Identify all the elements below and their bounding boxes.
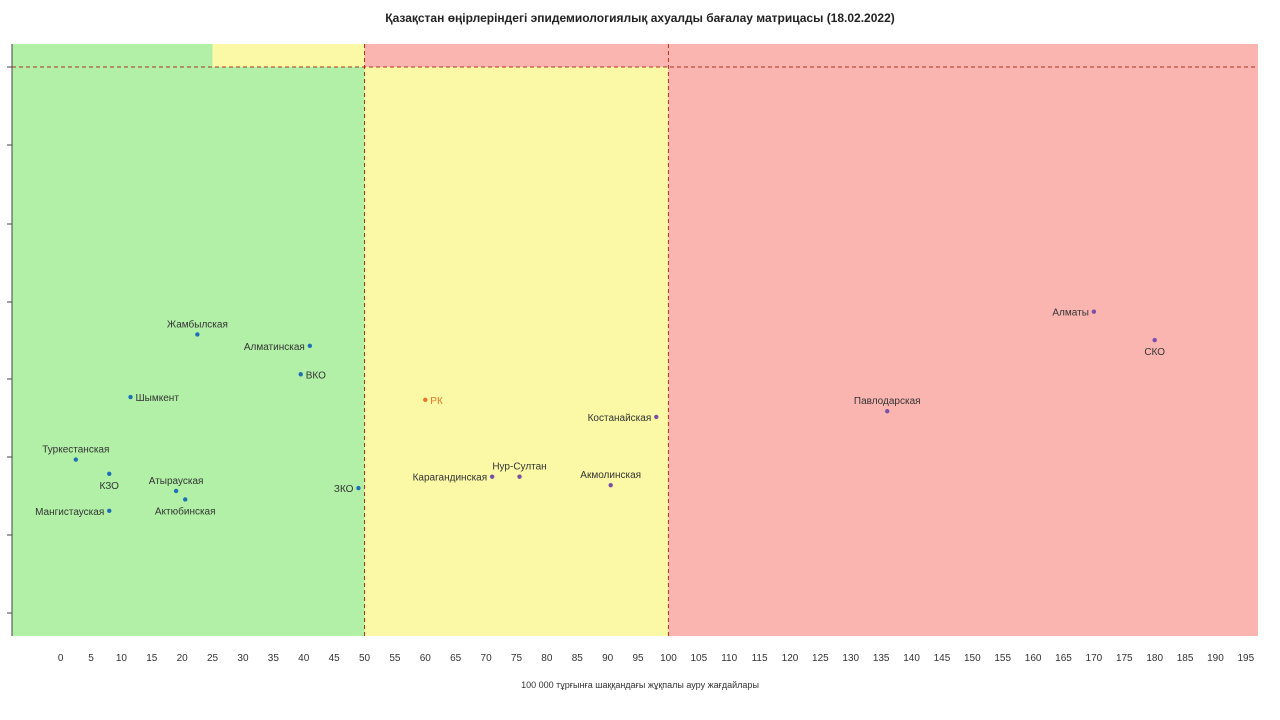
x-tick-label: 140 (903, 653, 920, 664)
x-tick-label: 40 (298, 653, 310, 664)
x-tick-label: 30 (237, 653, 249, 664)
x-tick-label: 100 (660, 653, 677, 664)
x-tick-label: 45 (329, 653, 341, 664)
data-point (423, 397, 428, 403)
x-tick-label: 90 (602, 653, 614, 664)
data-point (654, 414, 659, 420)
data-point (173, 488, 179, 494)
x-tick-label: 145 (934, 653, 951, 664)
x-tick-label: 170 (1086, 653, 1103, 664)
point-label: ВКО (306, 370, 326, 381)
threshold-lines (12, 44, 1258, 636)
data-point (107, 471, 112, 477)
x-tick-label: 65 (450, 653, 462, 664)
data-point (885, 409, 890, 414)
data-point (1152, 337, 1157, 343)
data-point (489, 474, 495, 479)
point-label: Атырауская (149, 476, 204, 487)
data-point (107, 508, 112, 514)
x-tick-label: 85 (572, 653, 584, 664)
x-tick-label: 20 (177, 653, 189, 664)
data-point (128, 394, 133, 400)
point-label: ЗКО (334, 484, 354, 495)
chart-title: Қазақстан өңірлеріндегі эпидемиологиялық… (385, 11, 895, 25)
x-tick-label: 25 (207, 653, 219, 664)
zones-layer (12, 44, 1258, 636)
data-point (298, 372, 303, 377)
zone-green (12, 67, 365, 636)
x-tick-label: 60 (420, 653, 432, 664)
x-tick-label: 70 (481, 653, 493, 664)
data-point (1091, 309, 1097, 314)
data-point (608, 483, 613, 488)
x-tick-label: 10 (116, 653, 128, 664)
point-label: Шымкент (136, 393, 180, 404)
x-tick-label: 195 (1238, 653, 1255, 664)
point-label: Жамбылская (167, 318, 228, 330)
point-label: КЗО (100, 481, 120, 492)
point-label: Актюбинская (155, 505, 216, 517)
x-tick-label: 130 (842, 653, 859, 664)
x-tick-label: 105 (690, 653, 707, 664)
zone-red (668, 67, 1258, 636)
x-tick-label: 165 (1055, 653, 1072, 664)
top-band-segment (364, 44, 1258, 67)
x-tick-label: 160 (1025, 653, 1042, 664)
point-label: Мангистауская (35, 507, 104, 518)
x-tick-label: 115 (752, 653, 768, 664)
x-tick-label: 180 (1146, 653, 1163, 664)
data-point (307, 343, 313, 349)
x-tick-label: 135 (873, 653, 890, 664)
points-layer: Жамбылская Алматинская ВКО Шымкент Туркестан… (35, 308, 1165, 518)
x-tick-label: 155 (994, 653, 1011, 664)
x-tick-label: 75 (511, 653, 523, 664)
point-label: Алматы (1052, 308, 1089, 319)
top-band-segment (212, 44, 365, 67)
point-label: Туркестанская (42, 445, 109, 456)
axes: 0 5 10 15 20 25 30 35 40 45 50 55 60 65 70 75 80 85 90 95 10… (7, 44, 1255, 664)
x-axis-label: 100 000 тұрғынға шаққандағы жұқпалы ауру… (521, 680, 759, 690)
point-label: РК (430, 396, 443, 407)
point-label: Акмолинская (580, 470, 641, 481)
zone-yellow (364, 67, 669, 636)
x-tick-label: 15 (146, 653, 158, 664)
x-tick-label: 150 (964, 653, 981, 664)
data-point (73, 457, 79, 462)
top-band-segment (12, 44, 213, 67)
data-point (183, 497, 188, 502)
x-tick-label: 5 (88, 653, 94, 664)
point-label: Карагандинская (413, 473, 488, 484)
point-label: Костанайская (588, 413, 652, 424)
x-tick-label: 125 (812, 653, 829, 664)
x-tick-label: 55 (389, 653, 401, 664)
x-tick-label: 185 (1177, 653, 1194, 664)
data-point (517, 474, 522, 479)
x-tick-label: 35 (268, 653, 280, 664)
x-tick-label: 190 (1207, 653, 1224, 664)
data-point (195, 332, 200, 337)
data-point (356, 485, 361, 491)
point-label: Павлодарская (854, 396, 921, 407)
x-tick-label: 120 (782, 653, 799, 664)
point-label: Алматинская (244, 342, 305, 353)
x-tick-label: 95 (632, 653, 644, 664)
x-tick-label: 175 (1116, 653, 1133, 664)
x-tick-label: 80 (541, 653, 553, 664)
x-tick-label: 50 (359, 653, 371, 664)
point-label: Нур-Султан (492, 462, 546, 473)
x-tick-label: 0 (58, 653, 64, 664)
point-label: СКО (1144, 347, 1165, 358)
x-tick-label: 110 (721, 653, 737, 664)
